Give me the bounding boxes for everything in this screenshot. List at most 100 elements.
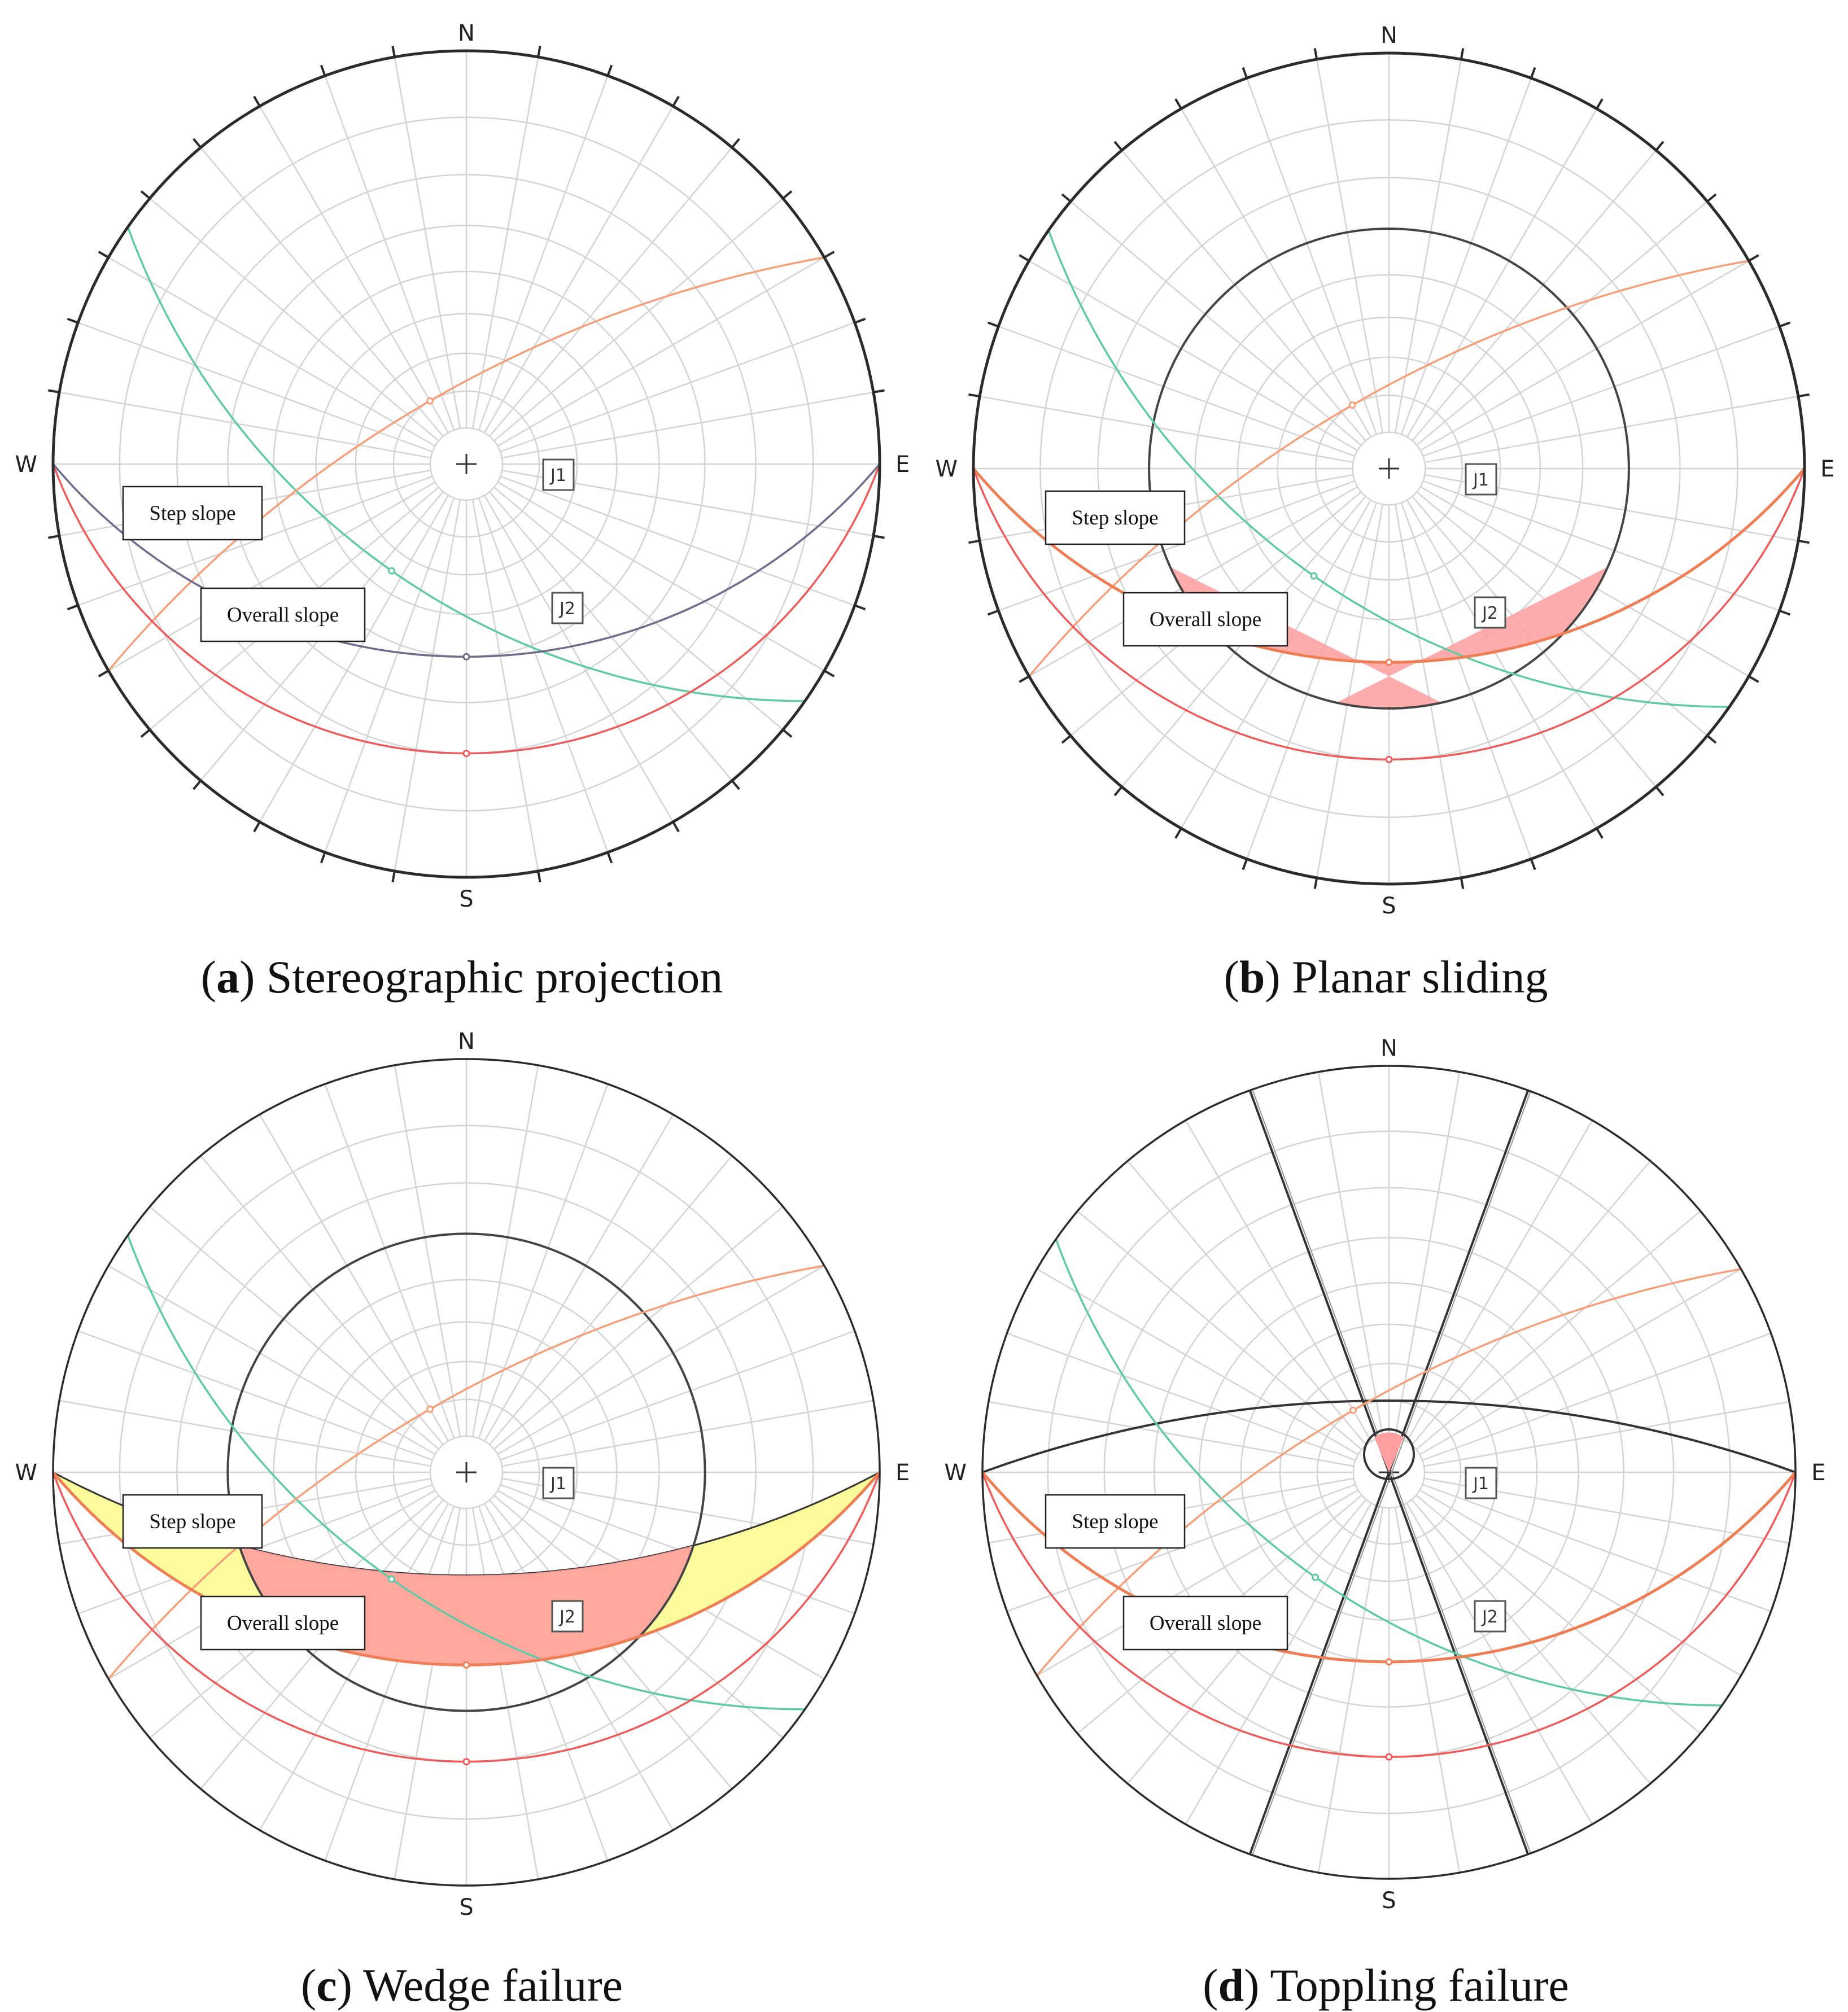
primitive-tick [731, 780, 740, 790]
j1-label: J1 [549, 466, 566, 485]
grid-spoke [979, 395, 1353, 463]
grid-spoke [500, 475, 855, 606]
primitive-tick [253, 821, 261, 833]
overall-slope-plane-marker [462, 1661, 470, 1669]
panel-c-stereonet: N S E W Step slope Overall slope J1 J2 [15, 1029, 910, 1921]
primitive-tick [1313, 877, 1318, 889]
grid-spoke [149, 1206, 439, 1450]
primitive-tick [1061, 193, 1072, 203]
primitive-circle [52, 1058, 881, 1887]
primitive-tick [1748, 675, 1759, 683]
toppling-circle [1363, 1428, 1415, 1480]
grid-spoke [1406, 500, 1598, 829]
primitive-tick [1779, 321, 1791, 328]
direction-north: N [458, 1029, 475, 1055]
grid-spoke [1416, 1494, 1701, 1734]
primitive-tick [1706, 193, 1717, 203]
primitive-tick [1798, 393, 1810, 398]
primitive-circle [981, 1065, 1797, 1880]
step-slope-plane-marker [1385, 755, 1393, 763]
grid-spoke [1423, 1401, 1790, 1467]
overall-slope-label-box [1122, 592, 1288, 647]
j2-plane-marker [426, 397, 434, 405]
grid-spoke [77, 1330, 433, 1461]
overall-slope-plane-marker [1385, 658, 1393, 666]
primitive-tick [48, 389, 60, 393]
grid-spoke [500, 1330, 855, 1461]
grid-spoke [394, 1507, 461, 1880]
direction-west: W [935, 456, 958, 482]
grid-spoke [497, 256, 825, 447]
grid-spoke [1419, 1268, 1742, 1455]
step-slope-plane-marker [462, 1758, 470, 1766]
j2-label: J2 [1481, 1607, 1498, 1627]
j1-plane-marker [388, 1575, 396, 1583]
grid-spoke [1406, 1502, 1593, 1825]
step-slope-label-box [122, 1494, 263, 1549]
primitive-tick [1460, 48, 1465, 60]
grid-spoke [1394, 1071, 1461, 1438]
grid-spoke [998, 326, 1355, 457]
direction-east: E [895, 452, 910, 478]
grid-spoke [108, 1265, 436, 1455]
step-slope-label: Step slope [1072, 1510, 1158, 1533]
grid-spoke [988, 1401, 1355, 1467]
grid-spoke [483, 1114, 674, 1442]
grid-spoke [500, 322, 855, 453]
grid-spoke [1316, 504, 1384, 878]
j1-label: J1 [1472, 470, 1489, 490]
primitive-tick [253, 95, 261, 107]
grid-spoke [1400, 502, 1532, 860]
grid-spoke [1127, 1160, 1367, 1446]
primitive-tick [873, 535, 885, 539]
direction-west: W [944, 1460, 967, 1486]
primitive-tick [1530, 67, 1536, 79]
direction-north: N [1380, 1035, 1397, 1061]
j2-label: J2 [558, 599, 575, 619]
j2-label-box [1474, 596, 1506, 629]
grid-spoke [149, 198, 439, 441]
grid-spoke [483, 1503, 674, 1831]
overall-slope-label: Overall slope [227, 603, 339, 627]
grid-spoke [497, 481, 825, 672]
grid-spoke [478, 497, 609, 853]
primitive-tick [98, 251, 110, 259]
primitive-tick [1113, 786, 1123, 797]
grid-spoke [493, 487, 784, 731]
j1-label: J1 [1472, 1474, 1489, 1494]
caption-a: (a) Stereographic projection [200, 951, 723, 1003]
j1-label-box [1465, 463, 1497, 496]
grid-spoke [998, 480, 1355, 611]
grid-spoke [1394, 1507, 1461, 1873]
friction-circle [226, 1232, 706, 1712]
primitive-tick [537, 871, 541, 882]
grid-spoke [259, 495, 449, 823]
primitive-tick [1242, 67, 1248, 79]
j1-plane-marker [388, 567, 396, 575]
primitive-tick [320, 852, 326, 864]
grid-spoke [394, 499, 461, 872]
primitive-tick [968, 393, 980, 398]
j2-label-box [551, 592, 584, 624]
primitive-tick [987, 321, 999, 328]
j2-label-box [1474, 1600, 1506, 1633]
primitive-tick [1174, 828, 1182, 839]
grid-spoke [1406, 108, 1598, 438]
grid-spoke [497, 1265, 825, 1455]
overall-slope-label: Overall slope [1150, 608, 1261, 631]
direction-east: E [1811, 1460, 1825, 1486]
primitive-tick [854, 604, 866, 611]
primitive-tick [823, 251, 835, 259]
primitive-circle [972, 51, 1806, 886]
overall-slope-plane-marker [462, 653, 470, 661]
grid-spoke [1317, 1071, 1384, 1438]
grid-spoke [1316, 59, 1384, 433]
overall-slope-label-box [1122, 1595, 1288, 1651]
j2-label: J2 [1481, 603, 1498, 623]
direction-north: N [458, 20, 475, 46]
primitive-tick [1019, 675, 1030, 683]
primitive-tick [1019, 254, 1030, 262]
grid-spoke [1077, 1210, 1362, 1450]
primitive-tick [968, 539, 980, 544]
